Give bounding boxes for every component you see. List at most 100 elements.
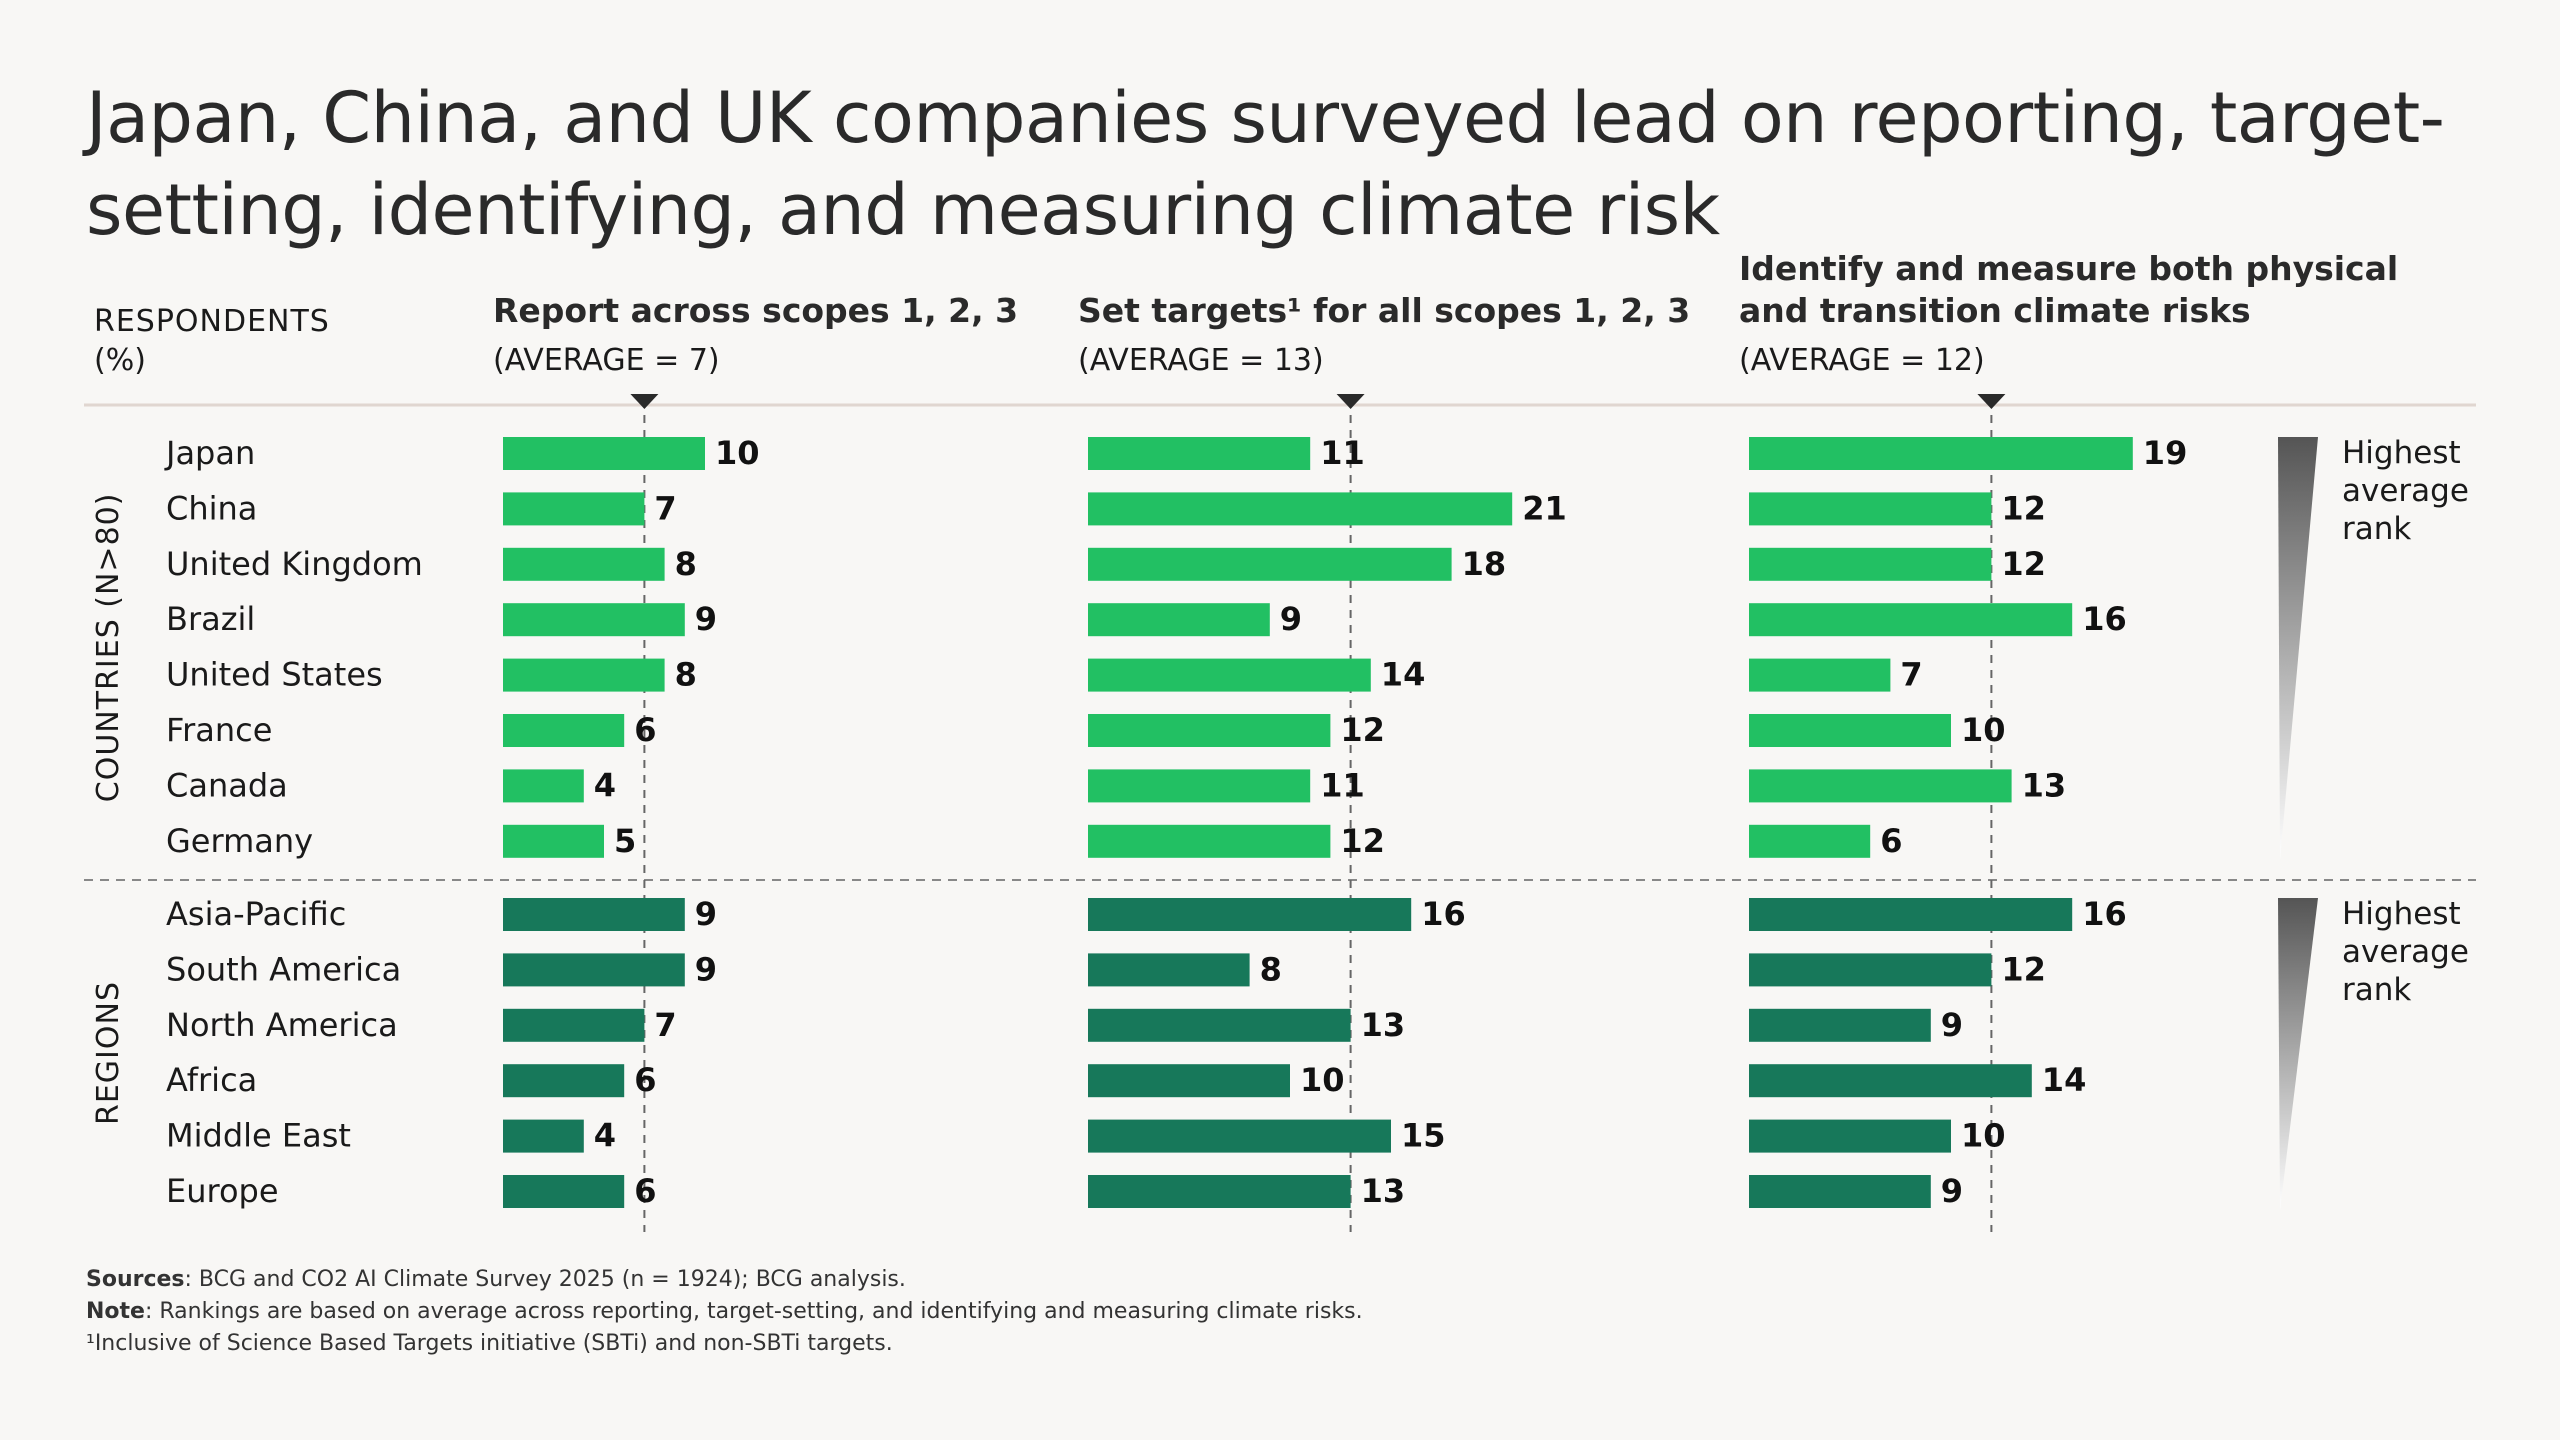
- column-average-label-3: (AVERAGE = 12): [1739, 343, 1985, 378]
- value-label-france-col3: 10: [1961, 711, 2006, 749]
- value-label-brazil-col3: 16: [2082, 600, 2127, 638]
- value-label-africa-col3: 14: [2042, 1061, 2087, 1099]
- footer-notes: Sources: BCG and CO2 AI Climate Survey 2…: [86, 1264, 2386, 1360]
- value-label-asia-pacific-col3: 16: [2082, 895, 2127, 933]
- value-label-north-america-col2: 13: [1361, 1006, 1406, 1044]
- bar-united-states-col3: [1749, 658, 1891, 692]
- value-label-africa-col1: 6: [634, 1061, 656, 1099]
- value-label-south-america-col2: 8: [1260, 950, 1282, 988]
- bar-canada-col3: [1749, 769, 2012, 803]
- value-label-europe-col2: 13: [1361, 1172, 1406, 1210]
- column-title-2: Set targets¹ for all scopes 1, 2, 3: [1078, 291, 1690, 330]
- row-label-brazil: Brazil: [166, 600, 255, 638]
- row-label-europe: Europe: [166, 1172, 279, 1210]
- value-label-united-states-col3: 7: [1900, 656, 1922, 694]
- value-label-united-states-col1: 8: [675, 656, 697, 694]
- value-label-china-col3: 12: [2001, 489, 2046, 527]
- bar-north-america-col1: [503, 1008, 645, 1042]
- value-label-canada-col3: 13: [2022, 766, 2067, 804]
- bar-china-col2: [1088, 492, 1513, 526]
- row-label-china: China: [166, 489, 257, 527]
- value-label-canada-col2: 11: [1320, 766, 1365, 804]
- value-label-japan-col2: 11: [1320, 434, 1365, 472]
- row-label-asia-pacific: Asia-Pacific: [166, 895, 346, 933]
- bar-japan-col2: [1088, 437, 1311, 470]
- bar-canada-col1: [503, 769, 584, 803]
- rank-label-1-line-3: rank: [2342, 511, 2411, 547]
- bar-north-america-col2: [1088, 1008, 1351, 1042]
- row-label-south-america: South America: [166, 950, 401, 988]
- note-line: Note: Rankings are based on average acro…: [86, 1296, 2386, 1328]
- rank-gradient-wedge-1: [2278, 437, 2318, 860]
- row-label-africa: Africa: [166, 1061, 257, 1099]
- bar-chart: RESPONDENTS (%) Report across scopes 1, 2,…: [84, 249, 2476, 1232]
- bar-france-col3: [1749, 714, 1951, 747]
- value-label-germany-col2: 12: [1340, 822, 1385, 860]
- value-label-middle-east-col2: 15: [1401, 1117, 1446, 1155]
- value-label-brazil-col1: 9: [695, 600, 717, 638]
- row-label-united-kingdom: United Kingdom: [166, 545, 423, 583]
- group-label-countries-n-80: COUNTRIES (N>80): [91, 493, 126, 803]
- value-label-brazil-col2: 9: [1280, 600, 1302, 638]
- average-marker-3: [1977, 394, 2006, 409]
- bar-north-america-col3: [1749, 1008, 1931, 1042]
- rank-label-1-line-2: average: [2342, 473, 2469, 509]
- note-label: Note: [86, 1299, 145, 1324]
- average-marker-1: [630, 394, 659, 409]
- bar-united-states-col2: [1088, 658, 1371, 692]
- respondents-label: RESPONDENTS: [94, 304, 330, 339]
- column-title-1: Report across scopes 1, 2, 3: [493, 291, 1018, 330]
- value-label-middle-east-col3: 10: [1961, 1117, 2006, 1155]
- chart-title: Japan, China, and UK companies surveyed …: [86, 77, 2445, 251]
- bar-united-states-col1: [503, 658, 665, 692]
- sources-label: Sources: [86, 1267, 185, 1292]
- note-text: : Rankings are based on average across r…: [144, 1299, 1363, 1324]
- column-average-label-2: (AVERAGE = 13): [1078, 343, 1324, 378]
- bar-japan-col3: [1749, 437, 2133, 470]
- value-label-united-kingdom-col2: 18: [1462, 545, 1507, 583]
- bar-japan-col1: [503, 437, 705, 470]
- row-label-germany: Germany: [166, 822, 313, 860]
- value-label-france-col2: 12: [1340, 711, 1385, 749]
- value-label-africa-col2: 10: [1300, 1061, 1345, 1099]
- bar-middle-east-col2: [1088, 1119, 1391, 1153]
- rank-label-2-line-3: rank: [2342, 972, 2411, 1008]
- row-label-north-america: North America: [166, 1006, 398, 1044]
- bar-europe-col2: [1088, 1175, 1351, 1208]
- bar-brazil-col3: [1749, 603, 2073, 637]
- row-label-middle-east: Middle East: [166, 1117, 351, 1155]
- rank-label-1-line-1: Highest: [2342, 435, 2461, 471]
- bar-europe-col1: [503, 1175, 625, 1208]
- bar-africa-col2: [1088, 1064, 1290, 1098]
- footnote: ¹Inclusive of Science Based Targets init…: [86, 1331, 893, 1356]
- column-average-label-1: (AVERAGE = 7): [493, 343, 720, 378]
- value-label-europe-col3: 9: [1941, 1172, 1963, 1210]
- value-label-united-kingdom-col3: 12: [2001, 545, 2046, 583]
- bar-middle-east-col3: [1749, 1119, 1951, 1153]
- bar-brazil-col1: [503, 603, 685, 637]
- value-label-south-america-col3: 12: [2001, 950, 2046, 988]
- bar-united-kingdom-col3: [1749, 547, 1992, 581]
- bar-south-america-col3: [1749, 953, 1992, 987]
- bar-france-col2: [1088, 714, 1331, 747]
- value-label-north-america-col1: 7: [654, 1006, 676, 1044]
- rank-label-2-line-1: Highest: [2342, 896, 2461, 932]
- row-label-united-states: United States: [166, 656, 383, 694]
- value-label-germany-col1: 5: [614, 822, 636, 860]
- column-title-3: Identify and measure both physical: [1739, 249, 2398, 288]
- rank-gradient-wedge-2: [2278, 898, 2318, 1210]
- bar-china-col3: [1749, 492, 1992, 526]
- bar-europe-col3: [1749, 1175, 1931, 1208]
- value-label-china-col2: 21: [1522, 489, 1567, 527]
- value-label-middle-east-col1: 4: [594, 1117, 616, 1155]
- bar-africa-col3: [1749, 1064, 2032, 1098]
- bar-africa-col1: [503, 1064, 625, 1098]
- value-label-asia-pacific-col2: 16: [1421, 895, 1466, 933]
- value-label-united-states-col2: 14: [1381, 656, 1426, 694]
- row-label-canada: Canada: [166, 766, 288, 804]
- group-label-regions: REGIONS: [91, 981, 126, 1125]
- value-label-south-america-col1: 9: [695, 950, 717, 988]
- row-label-france: France: [166, 711, 272, 749]
- bar-asia-pacific-col1: [503, 898, 685, 931]
- respondents-unit: (%): [94, 343, 146, 378]
